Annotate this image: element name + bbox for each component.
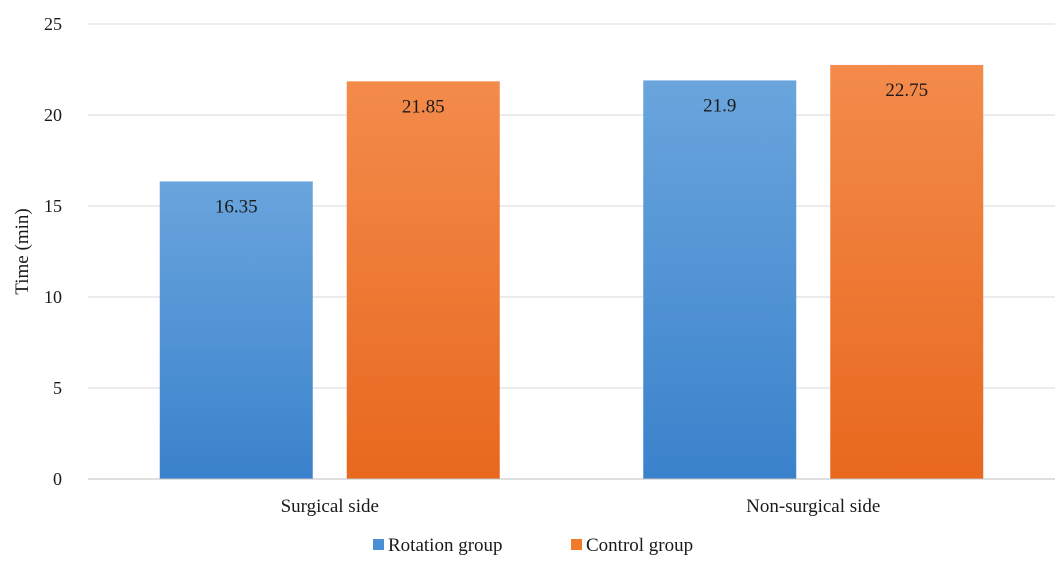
y-axis-ticks: 0 5 10 15 20 25 — [44, 14, 62, 489]
y-tick-label-4: 20 — [44, 105, 62, 125]
y-tick-label-3: 15 — [44, 196, 62, 216]
y-axis-title: Time (min) — [12, 208, 33, 294]
data-label-1-0: 21.9 — [703, 95, 736, 116]
y-tick-label-5: 25 — [44, 14, 62, 34]
bars — [159, 64, 984, 480]
x-axis-ticks: Surgical side Non-surgical side — [281, 496, 881, 517]
x-tick-label-0: Surgical side — [281, 496, 379, 517]
legend-swatch-0 — [373, 539, 384, 550]
legend[interactable]: Rotation group Control group — [373, 535, 693, 556]
legend-swatch-1 — [571, 539, 582, 550]
legend-label-1: Control group — [586, 535, 693, 556]
x-tick-label-1: Non-surgical side — [746, 496, 880, 517]
legend-label-0: Rotation group — [388, 535, 503, 556]
data-label-0-1: 21.85 — [402, 96, 445, 117]
data-labels: 16.35 21.85 21.9 22.75 — [215, 80, 928, 217]
bar-1-1 — [830, 64, 984, 479]
y-tick-label-1: 5 — [53, 378, 62, 398]
bar-0-0 — [159, 181, 313, 479]
data-label-1-1: 22.75 — [885, 80, 928, 101]
y-tick-label-2: 10 — [44, 287, 62, 307]
bar-0-1 — [346, 81, 500, 479]
y-tick-label-0: 0 — [53, 469, 62, 489]
data-label-0-0: 16.35 — [215, 196, 258, 217]
bar-1-0 — [643, 80, 797, 480]
